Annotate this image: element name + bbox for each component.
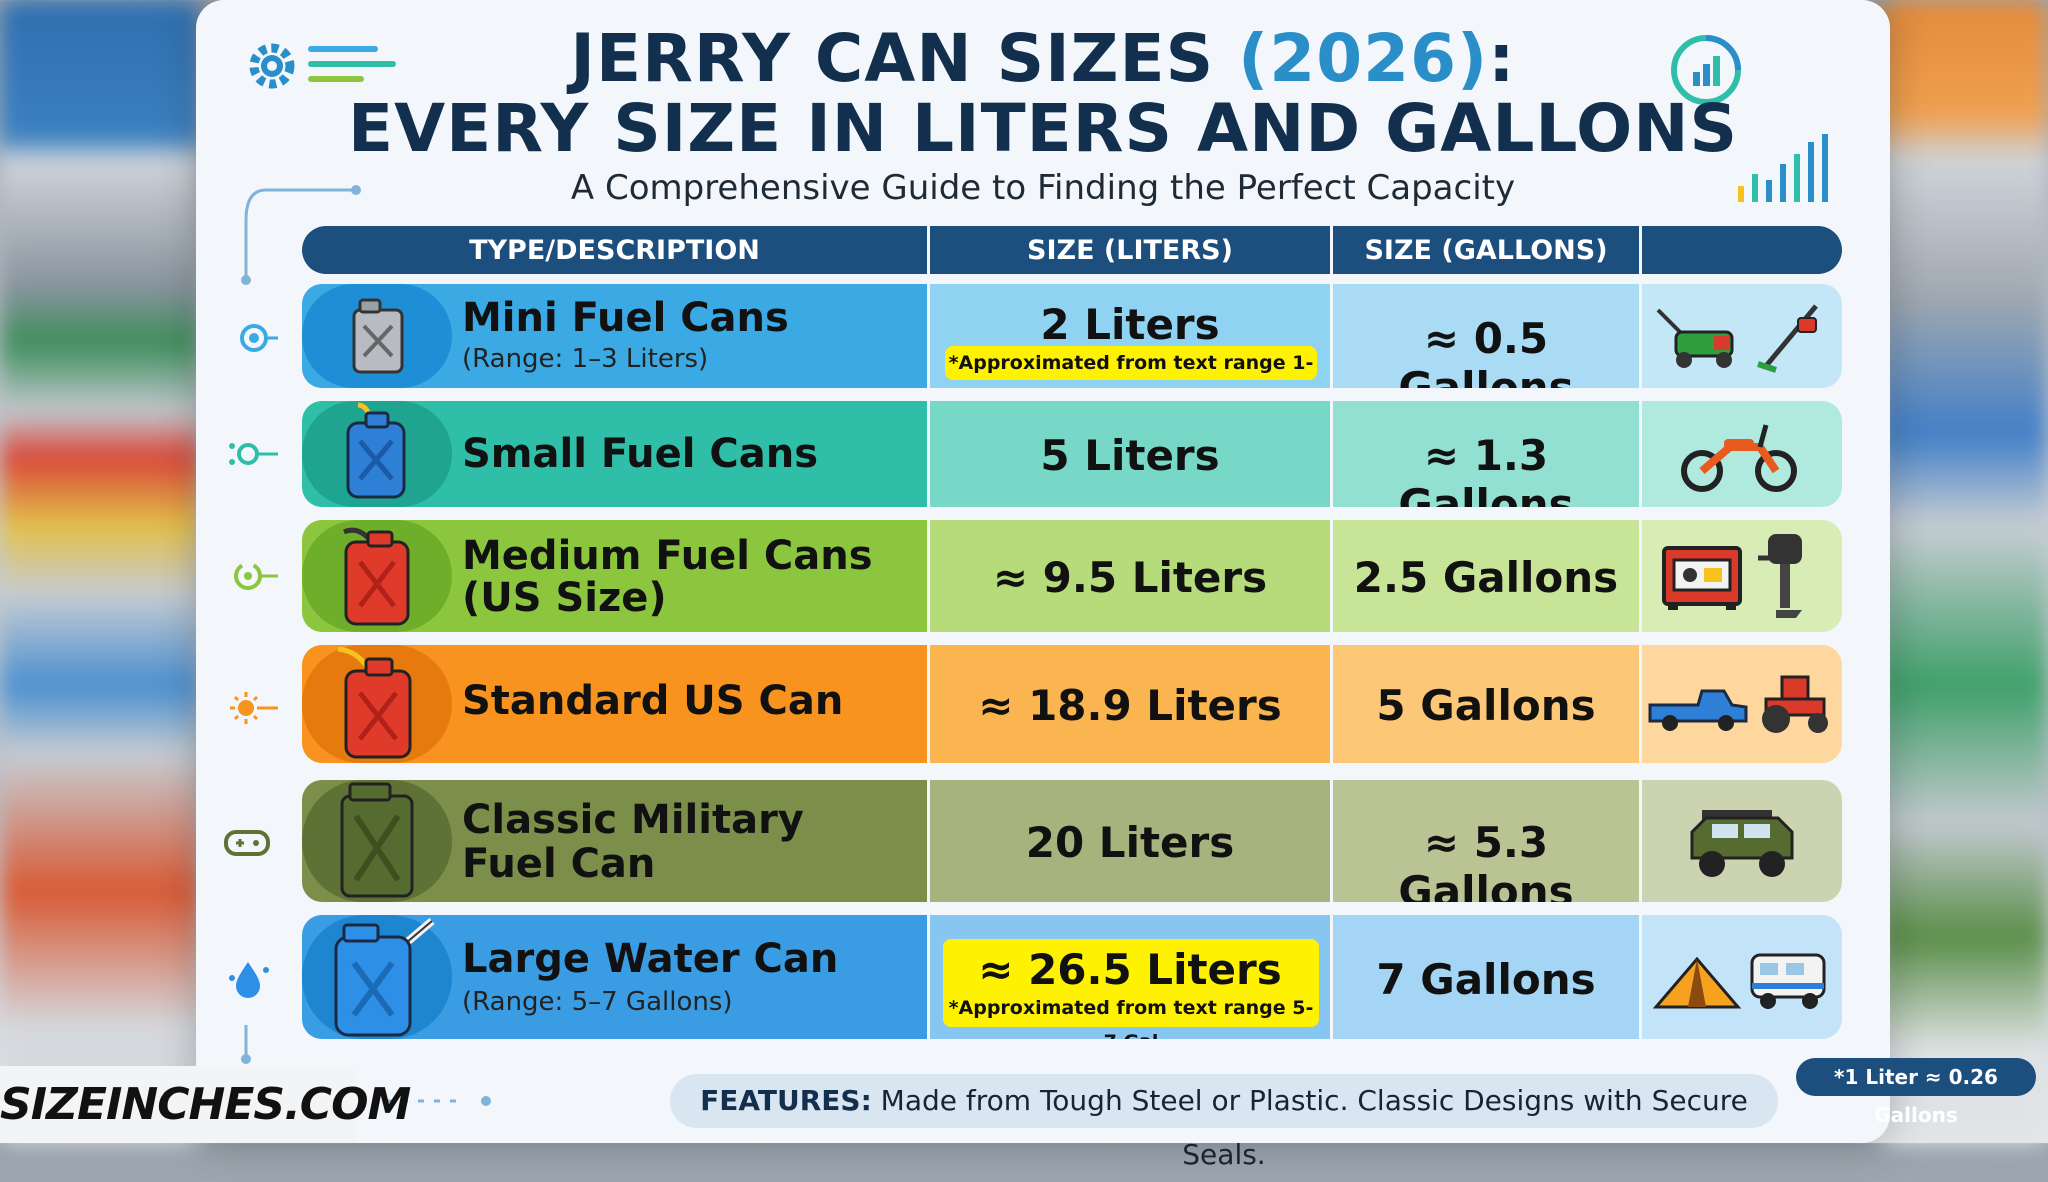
outboard-motor-icon <box>1758 534 1802 618</box>
analytics-gauge-icon <box>1671 35 1741 105</box>
table-row: Standard US Can ≈ 18.9 Liters 5 Gallons <box>302 645 1842 763</box>
liters-highlight <box>943 939 1319 1027</box>
approximation-note: *Approximated from text range 1-3L* <box>945 346 1317 388</box>
row-gallons: 7 Gallons <box>1376 955 1596 1004</box>
brand-watermark: SIZEINCHES.COM <box>0 1066 411 1143</box>
infographic-card: JERRY CAN SIZES (2026): EVERY SIZE IN LI… <box>196 0 2036 1171</box>
water-can-icon <box>334 917 435 1037</box>
target-bullet-icon <box>240 324 278 352</box>
row-gallons: 5 Gallons <box>1376 681 1596 730</box>
table-row: Small Fuel Cans 5 Liters ≈ 1.3 Gallons <box>302 401 1842 507</box>
row-gallons: ≈ 1.3 Gallons <box>1398 431 1574 507</box>
row-liters: ≈ 26.5 Liters <box>978 945 1282 994</box>
table-row: Medium Fuel Cans (US Size) ≈ 9.5 Liters … <box>302 520 1842 632</box>
jeep-icon <box>1690 810 1794 877</box>
sun-bullet-icon <box>230 692 278 724</box>
row-name-line2: (US Size) <box>462 575 667 621</box>
dirt-bike-icon <box>1681 424 1797 492</box>
row-gallons: ≈ 5.3 Gallons <box>1398 818 1574 902</box>
row-name-line2: Fuel Can <box>462 841 656 887</box>
row-name: Standard US Can <box>462 678 844 724</box>
row-liters: 2 Liters <box>1040 300 1220 349</box>
row-name: Medium Fuel Cans <box>462 533 873 579</box>
row-name: Large Water Can <box>462 936 839 982</box>
small-fuel-can-icon <box>346 402 406 499</box>
row-liters: ≈ 9.5 Liters <box>992 553 1268 602</box>
header-liters: SIZE (LITERS) <box>1027 235 1233 266</box>
string-trimmer-icon <box>1757 304 1818 373</box>
bar-chart-icon <box>1738 134 1828 202</box>
row-range: (Range: 1–3 Liters) <box>462 344 709 374</box>
page-subtitle: A Comprehensive Guide to Finding the Per… <box>570 168 1516 208</box>
conversion-badge: *1 Liter ≈ 0.26 Gallons <box>1796 1058 2036 1127</box>
table-row: Classic Military Fuel Can 20 Liters ≈ 5.… <box>302 780 1842 902</box>
gear-icon <box>249 43 295 89</box>
features-text: Made from Tough Steel or Plastic. Classi… <box>871 1084 1748 1171</box>
camper-van-icon <box>1750 953 1826 1009</box>
gamepad-bullet-icon <box>224 830 270 856</box>
features-label: FEATURES: <box>700 1084 872 1117</box>
pickup-truck-icon <box>1648 689 1748 731</box>
tractor-icon <box>1762 675 1828 733</box>
page-title-line2: EVERY SIZE IN LITERS AND GALLONS <box>347 90 1739 167</box>
medium-fuel-can-icon <box>343 527 410 626</box>
lawn-mower-icon <box>1656 308 1734 368</box>
menu-lines-icon <box>308 46 396 82</box>
generator-icon <box>1662 546 1742 610</box>
row-range: (Range: 5–7 Gallons) <box>462 987 733 1017</box>
features-banner: FEATURES: Made from Tough Steel or Plast… <box>670 1074 1778 1171</box>
page-title: JERRY CAN SIZES (2026): <box>570 20 1516 97</box>
row-liters: ≈ 18.9 Liters <box>978 681 1282 730</box>
gear-bullet-icon <box>229 443 278 465</box>
tent-icon <box>1652 956 1742 1009</box>
background-shelf <box>1880 0 2048 1143</box>
approximation-note: *Approximated from text range 5-7 Gal <box>948 997 1314 1039</box>
table-row: Large Water Can (Range: 5–7 Gallons) ≈ 2… <box>302 915 1842 1039</box>
standard-us-can-icon <box>337 646 412 759</box>
water-drops-bullet-icon <box>229 962 269 998</box>
row-name: Classic Military <box>462 797 804 843</box>
table-row: Mini Fuel Cans (Range: 1–3 Liters) 2 Lit… <box>302 284 1842 388</box>
military-jerry-can-icon <box>340 782 414 898</box>
row-name: Mini Fuel Cans <box>462 295 789 341</box>
table-header: TYPE/DESCRIPTION SIZE (LITERS) SIZE (GAL… <box>302 226 1842 274</box>
row-liters: 5 Liters <box>1040 431 1220 480</box>
mini-fuel-can-icon <box>352 298 404 374</box>
dial-bullet-icon <box>234 562 278 590</box>
header-type: TYPE/DESCRIPTION <box>469 235 760 266</box>
row-gallons: 2.5 Gallons <box>1353 553 1619 602</box>
row-name: Small Fuel Cans <box>462 431 819 477</box>
background-shelf <box>0 0 200 1143</box>
header-gallons: SIZE (GALLONS) <box>1364 235 1608 266</box>
row-liters: 20 Liters <box>1025 818 1235 867</box>
row-gallons: ≈ 0.5 Gallons <box>1398 314 1574 388</box>
circuit-line-bottom <box>241 1025 491 1106</box>
circuit-line <box>241 185 361 285</box>
